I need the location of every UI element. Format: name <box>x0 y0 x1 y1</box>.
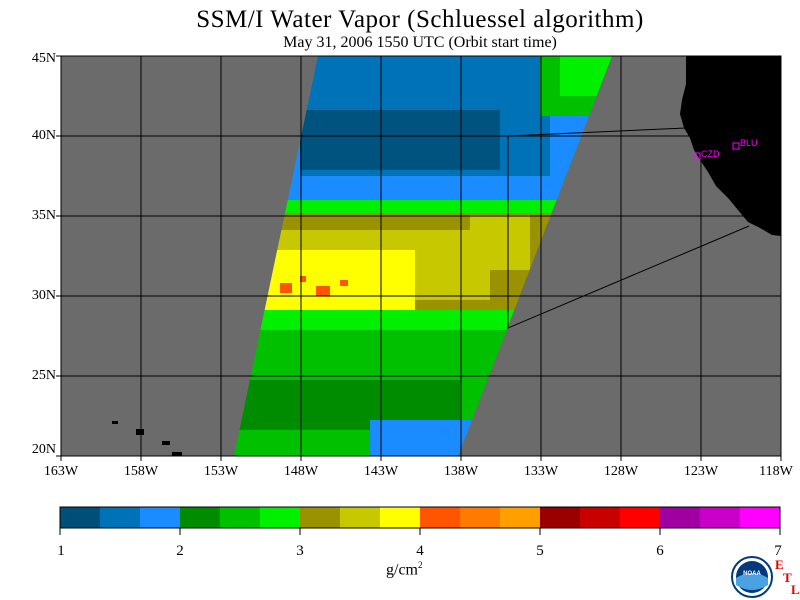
colorbar-segment <box>500 507 541 528</box>
lon-label-148w: 148W <box>283 464 319 479</box>
region-boundary-line <box>507 127 750 329</box>
colorbar-tick-3: 3 <box>296 543 304 559</box>
lon-label-123w: 123W <box>683 464 719 479</box>
colorbar-segment <box>180 507 221 528</box>
high-vapor-spot <box>300 276 306 282</box>
colorbar-segment <box>260 507 301 528</box>
colorbar-tick-5: 5 <box>536 543 544 559</box>
etl-letter-t: T <box>783 570 792 585</box>
colorbar-segment <box>620 507 661 528</box>
land-west-coast <box>680 56 781 236</box>
colorbar-segment <box>340 507 381 528</box>
etl-letter-e: E <box>775 557 784 572</box>
svg-text:NOAA: NOAA <box>743 571 761 577</box>
colorbar-tick-4: 4 <box>416 543 424 559</box>
map-subtitle: May 31, 2006 1550 UTC (Orbit start time) <box>283 34 557 51</box>
high-vapor-spot <box>340 280 348 286</box>
colorbar-ticks <box>59 528 781 535</box>
colorbar-segment <box>140 507 181 528</box>
colorbar-segment <box>60 507 101 528</box>
axis-ticks <box>56 55 782 461</box>
lon-label-143w: 143W <box>363 464 399 479</box>
lat-label-20n: 20N <box>31 442 56 457</box>
colorbar-segment <box>420 507 461 528</box>
high-vapor-spot <box>316 286 330 296</box>
lon-label-163w: 163W <box>43 464 79 479</box>
colorbar-segment <box>580 507 621 528</box>
colorbar-segment <box>540 507 581 528</box>
station-marker-blu <box>732 142 740 150</box>
station-label-blu: BLU <box>740 138 758 148</box>
map-grid <box>60 55 782 457</box>
lon-label-118w: 118W <box>759 464 793 479</box>
lat-label-35n: 35N <box>31 208 56 223</box>
lat-label-25n: 25N <box>31 368 56 383</box>
colorbar-segment <box>460 507 501 528</box>
lat-label-40n: 40N <box>31 128 56 143</box>
map-title: SSM/I Water Vapor (Schluessel algorithm) <box>196 6 644 33</box>
colorbar-tick-6: 6 <box>656 543 664 559</box>
colorbar-tick-7: 7 <box>774 543 782 559</box>
station-label-czd: CZD <box>701 149 720 159</box>
hawaiian-islands <box>112 421 182 456</box>
station-markers <box>693 142 740 160</box>
high-vapor-spot <box>280 283 292 293</box>
colorbar-segment <box>660 507 701 528</box>
colorbar-segment <box>220 507 261 528</box>
lon-label-153w: 153W <box>203 464 239 479</box>
lon-label-128w: 128W <box>603 464 639 479</box>
colorbar-segment <box>700 507 741 528</box>
colorbar <box>60 507 781 528</box>
lat-label-30n: 30N <box>31 288 56 303</box>
colorbar-segment <box>740 507 781 528</box>
lon-label-158w: 158W <box>123 464 159 479</box>
colorbar-tick-2: 2 <box>176 543 184 559</box>
colorbar-segment <box>300 507 341 528</box>
lon-label-133w: 133W <box>523 464 559 479</box>
colorbar-segment <box>380 507 421 528</box>
colorbar-segment <box>100 507 141 528</box>
colorbar-tick-1: 1 <box>57 543 65 559</box>
etl-letter-l: L <box>791 582 800 597</box>
lat-label-45n: 45N <box>31 51 56 66</box>
noaa-logo: NOAA <box>731 556 773 598</box>
station-marker-czd <box>693 152 701 160</box>
colorbar-unit: g/cm2 <box>386 560 423 579</box>
lon-label-138w: 138W <box>443 464 479 479</box>
